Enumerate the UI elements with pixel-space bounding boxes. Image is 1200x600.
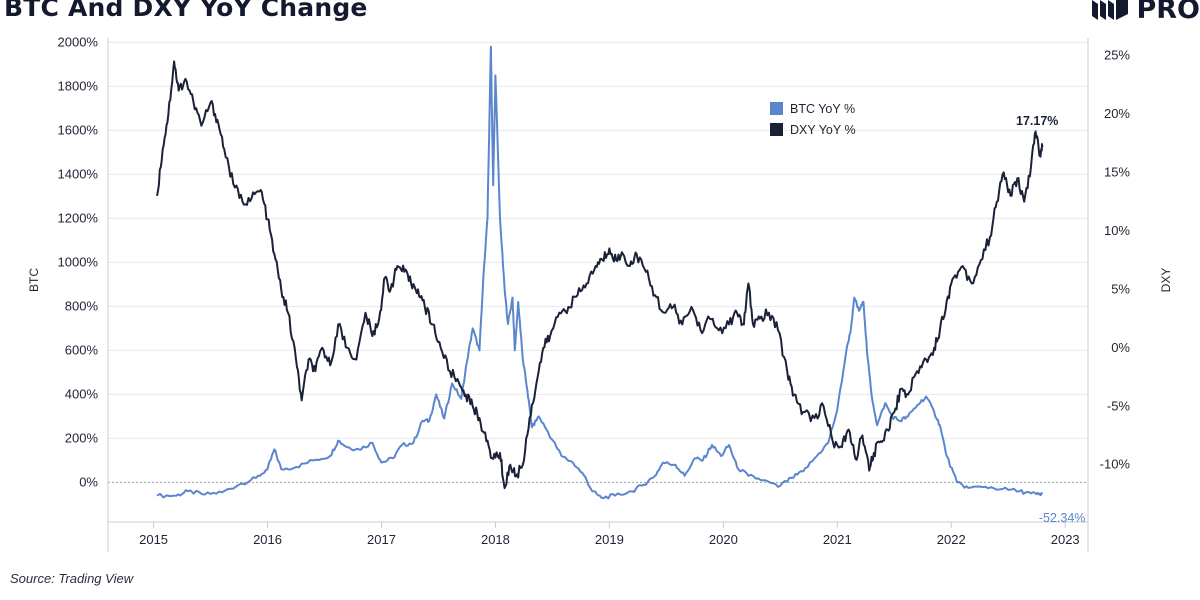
x-tick-label: 2015 xyxy=(139,532,168,547)
y-right-tick-label: 20% xyxy=(1104,106,1130,121)
y-left-tick-label: 0% xyxy=(79,474,98,489)
legend-swatch-dxy xyxy=(770,123,783,136)
series-lines xyxy=(156,45,1044,500)
y-right-tick-label: 0% xyxy=(1111,340,1130,355)
legend: BTC YoY % DXY YoY % xyxy=(770,102,856,137)
y-left-tick-label: 1400% xyxy=(58,166,99,181)
brand-logo: PRO xyxy=(1090,0,1200,25)
y-left-tick-label: 800% xyxy=(65,298,99,313)
x-tick-label: 2019 xyxy=(595,532,624,547)
btc-end-label: -52.34% xyxy=(1039,511,1086,525)
x-tick-label: 2023 xyxy=(1051,532,1080,547)
x-tick-label: 2018 xyxy=(481,532,510,547)
x-tick-label: 2022 xyxy=(937,532,966,547)
legend-swatch-btc xyxy=(770,102,783,115)
y-left-tick-label: 200% xyxy=(65,430,99,445)
x-tick-label: 2021 xyxy=(823,532,852,547)
y-right-tick-label: -5% xyxy=(1107,398,1131,413)
chart-title: BTC And DXY YoY Change xyxy=(4,0,368,22)
y-left-tick-label: 1600% xyxy=(58,122,99,137)
y-left-tick-label: 2000% xyxy=(58,34,99,49)
btc-yoy-line xyxy=(156,45,1044,500)
dxy-yoy-line xyxy=(156,60,1044,490)
source-note: Source: Trading View xyxy=(10,571,134,586)
y-left-tick-label: 1000% xyxy=(58,254,99,269)
x-tick-label: 2016 xyxy=(253,532,282,547)
logo-mark-icon xyxy=(1092,0,1129,20)
y-right-tick-label: -10% xyxy=(1100,457,1131,472)
y-left-tick-label: 1200% xyxy=(58,210,99,225)
y-left-tick-label: 1800% xyxy=(58,78,99,93)
y-left-tick-label: 400% xyxy=(65,386,99,401)
y-right-tick-label: 5% xyxy=(1111,281,1130,296)
y-right-tick-label: 15% xyxy=(1104,164,1130,179)
tick-labels: 0% 200% 400% 600% 800% 1000% 1200% 1400% 1600% 18… xyxy=(27,34,1173,547)
legend-label-dxy: DXY YoY % xyxy=(790,123,856,137)
logo-text: PRO xyxy=(1136,0,1200,25)
x-tick-label: 2017 xyxy=(367,532,396,547)
dxy-end-label: 17.17% xyxy=(1016,114,1058,128)
y-left-axis-title: BTC xyxy=(27,268,41,292)
y-right-axis-title: DXY xyxy=(1159,268,1173,293)
legend-label-btc: BTC YoY % xyxy=(790,102,855,116)
y-right-tick-label: 10% xyxy=(1104,223,1130,238)
y-right-tick-label: 25% xyxy=(1104,48,1130,63)
y-left-tick-label: 600% xyxy=(65,342,99,357)
chart-axes xyxy=(107,38,1089,552)
x-tick-label: 2020 xyxy=(709,532,738,547)
